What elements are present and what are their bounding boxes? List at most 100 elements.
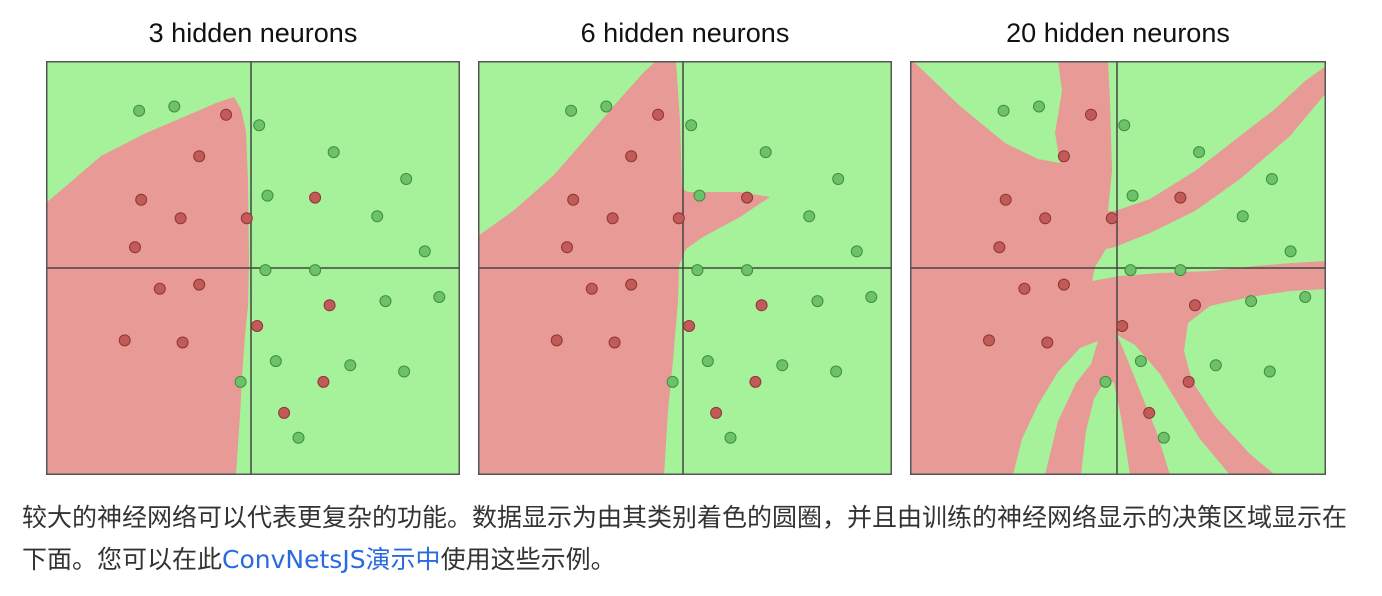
decision-plot-20-neurons — [910, 61, 1326, 475]
green-data-point — [1245, 295, 1258, 308]
red-data-point — [129, 241, 141, 254]
red-data-point — [317, 375, 330, 388]
red-data-point — [323, 299, 336, 312]
green-data-point — [234, 375, 247, 388]
red-data-point — [153, 282, 166, 295]
green-data-point — [398, 365, 411, 378]
green-data-point — [1263, 365, 1276, 378]
red-data-point — [1174, 191, 1187, 204]
green-data-point — [344, 359, 357, 372]
red-data-point — [755, 299, 768, 312]
green-data-point — [379, 295, 392, 308]
red-data-point — [1057, 278, 1070, 291]
red-data-point — [710, 406, 723, 419]
green-data-point — [1299, 291, 1312, 303]
green-data-point — [1124, 264, 1137, 277]
decision-plot-6-neurons — [478, 61, 892, 475]
red-data-point — [1041, 336, 1054, 349]
red-data-point — [567, 193, 580, 206]
green-data-point — [1236, 210, 1249, 223]
red-data-point — [220, 108, 233, 121]
red-data-point — [278, 406, 291, 419]
red-data-point — [683, 320, 696, 332]
convnetjs-demo-link[interactable]: ConvNetsJS演示中 — [222, 545, 441, 574]
decision-plot-3-neurons — [46, 61, 460, 475]
red-data-point — [741, 191, 754, 204]
green-data-point — [371, 210, 384, 223]
caption-text-start: 较大的神经网络可以代表更复杂的功能。数据显示为由其类别着色的圆圈，并且由训练的神… — [22, 503, 1348, 574]
green-data-point — [685, 119, 698, 132]
green-data-point — [259, 264, 272, 277]
caption-text-end: 使用这些示例。 — [440, 545, 616, 574]
red-data-point — [193, 278, 206, 291]
red-data-point — [240, 212, 253, 225]
red-data-point — [1039, 212, 1052, 225]
red-data-point — [193, 150, 206, 163]
red-data-point — [585, 282, 598, 295]
green-data-point — [830, 365, 843, 378]
green-data-point — [1099, 375, 1112, 388]
red-data-point — [749, 375, 762, 388]
green-data-point — [1174, 264, 1187, 277]
green-data-point — [1118, 119, 1131, 132]
green-data-point — [261, 189, 274, 202]
green-data-point — [776, 359, 789, 372]
green-data-point — [418, 245, 431, 258]
green-data-point — [850, 245, 863, 258]
green-data-point — [865, 291, 878, 303]
red-data-point — [251, 320, 264, 332]
red-data-point — [1143, 406, 1156, 419]
green-data-point — [724, 431, 737, 444]
panel-title-6: 6 hidden neurons — [580, 18, 790, 48]
red-data-point — [625, 278, 638, 291]
green-data-point — [133, 104, 146, 117]
green-data-point — [1209, 359, 1222, 372]
red-data-point — [999, 193, 1012, 206]
red-data-point — [1189, 299, 1201, 312]
green-data-point — [811, 295, 824, 308]
green-data-point — [1284, 245, 1297, 258]
green-data-point — [741, 264, 754, 277]
green-data-point — [269, 355, 282, 368]
red-data-point — [1105, 212, 1118, 225]
green-data-point — [1193, 146, 1206, 159]
red-data-point — [550, 334, 563, 347]
red-data-point — [309, 191, 322, 204]
red-data-point — [672, 212, 685, 225]
green-data-point — [309, 264, 322, 277]
red-decision-region — [910, 61, 1326, 475]
red-data-point — [625, 150, 638, 163]
plot-border — [46, 61, 460, 475]
red-data-point — [176, 336, 189, 349]
red-data-point — [652, 108, 665, 121]
red-data-point — [608, 336, 621, 349]
green-data-point — [997, 104, 1010, 117]
green-data-point — [701, 355, 714, 368]
green-data-point — [1033, 100, 1045, 113]
green-data-point — [168, 100, 181, 113]
green-data-point — [832, 173, 845, 185]
red-data-point — [174, 212, 187, 225]
green-data-point — [803, 210, 816, 223]
panel-title-20: 20 hidden neurons — [1006, 18, 1230, 48]
caption: 较大的神经网络可以代表更复杂的功能。数据显示为由其类别着色的圆圈，并且由训练的神… — [22, 497, 1362, 581]
green-data-point — [693, 189, 706, 202]
green-data-point — [433, 291, 446, 303]
green-data-point — [600, 100, 613, 113]
green-data-point — [1126, 189, 1139, 202]
red-data-point — [118, 334, 131, 347]
red-data-point — [1182, 375, 1195, 388]
red-decision-region — [46, 97, 249, 475]
panel-title-3: 3 hidden neurons — [148, 18, 358, 48]
plot-border — [478, 61, 892, 475]
red-data-point — [1085, 108, 1097, 121]
green-data-point — [1157, 431, 1170, 444]
green-data-point — [759, 146, 772, 159]
red-data-point — [1116, 320, 1129, 332]
green-data-point — [327, 146, 340, 159]
red-data-point — [983, 334, 995, 347]
green-data-point — [292, 431, 305, 444]
red-data-point — [993, 241, 1006, 254]
green-data-point — [666, 375, 679, 388]
red-data-point — [561, 241, 573, 254]
